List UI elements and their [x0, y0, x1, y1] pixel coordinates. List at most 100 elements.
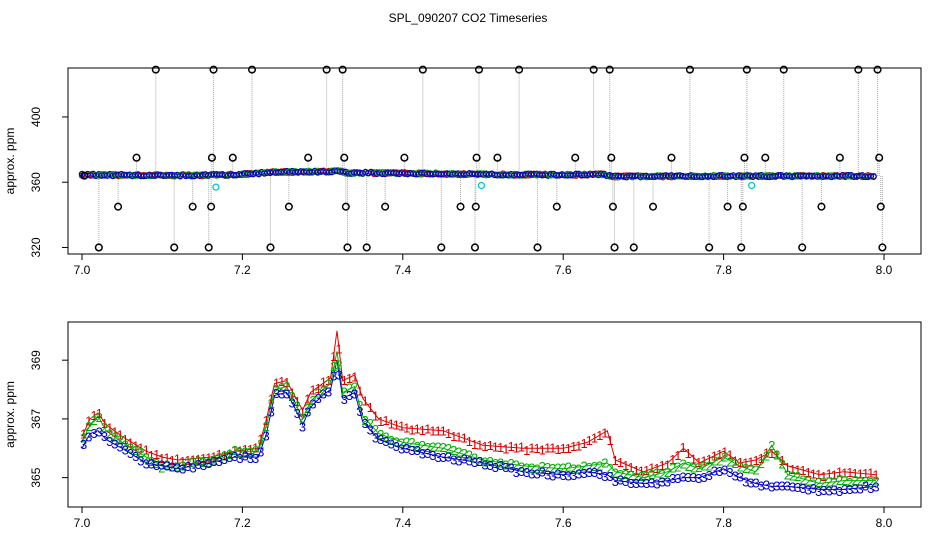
series-2-marker: 2	[419, 438, 426, 453]
series-1-marker: 1	[398, 419, 405, 434]
series-1-marker: 1	[346, 371, 353, 386]
series-1-marker: 1	[737, 455, 744, 470]
series-2-marker: 2	[528, 461, 535, 476]
x-tick-label: 7.6	[555, 263, 572, 277]
series-2-marker: 2	[690, 460, 697, 475]
series-3-marker: 3	[148, 456, 155, 471]
series-2-marker: 2	[288, 389, 295, 404]
series-3-marker: 3	[820, 483, 827, 498]
series-2-marker: 2	[570, 462, 577, 477]
series-1-marker: 1	[706, 452, 713, 467]
outlier-point	[188, 202, 197, 211]
series-2-marker: 2	[434, 440, 441, 455]
series-2-marker: 2	[189, 454, 196, 469]
outlier-point	[723, 202, 732, 211]
series-3-marker: 3	[179, 461, 186, 476]
series-2-marker: 2	[315, 386, 322, 401]
series-1-marker: 1	[116, 428, 123, 443]
series-3-marker: 3	[299, 419, 306, 434]
series-2-marker: 2	[127, 441, 134, 456]
series-3-marker: 3	[700, 470, 707, 485]
series-2-marker: 2	[706, 458, 713, 473]
series-2-marker: 2	[763, 448, 770, 463]
baseline-point	[867, 173, 874, 180]
series-1-marker: 1	[127, 435, 134, 450]
series-2-marker: 2	[695, 460, 702, 475]
series-1-marker: 1	[210, 450, 217, 465]
series-3-marker: 3	[247, 451, 254, 466]
series-2-marker: 2	[200, 455, 207, 470]
series-2-marker: 2	[262, 419, 269, 434]
series-2-marker: 2	[367, 416, 374, 431]
series-1-marker: 1	[382, 413, 389, 428]
series-2-marker: 2	[481, 455, 488, 470]
series-2-marker: 2	[476, 454, 483, 469]
series-2-marker: 2	[382, 430, 389, 445]
series-2-marker: 2	[752, 463, 759, 478]
series-3-marker: 3	[205, 456, 212, 471]
series-1-marker: 1	[690, 452, 697, 467]
y-tick-label: 365	[29, 467, 43, 487]
series-1-marker: 1	[330, 349, 337, 364]
series-2-marker: 2	[768, 438, 775, 453]
series-1-marker: 1	[372, 408, 379, 423]
series-2-marker: 2	[179, 459, 186, 474]
series-3-marker: 3	[309, 396, 316, 411]
series-1-marker: 1	[408, 422, 415, 437]
outlier-point	[304, 153, 313, 162]
series-3-marker: 3	[377, 432, 384, 447]
series-2-marker: 2	[633, 470, 640, 485]
series-3-marker: 3	[96, 424, 103, 439]
series-1-marker: 1	[831, 468, 838, 483]
series-1-marker: 1	[596, 428, 603, 443]
series-2-marker: 2	[424, 440, 431, 455]
series-3-marker: 3	[408, 443, 415, 458]
series-1-marker: 1	[471, 437, 478, 452]
series-2-marker: 2	[742, 461, 749, 476]
series-1-marker: 1	[732, 454, 739, 469]
series-3-marker: 3	[758, 478, 765, 493]
series-3-marker: 3	[627, 476, 634, 491]
series-3-marker: 3	[471, 455, 478, 470]
series-2-marker: 2	[414, 439, 421, 454]
series-1-marker: 1	[507, 439, 514, 454]
series-2-marker: 2	[158, 460, 165, 475]
series-1-marker: 1	[627, 460, 634, 475]
series-1-marker: 1	[622, 458, 629, 473]
series-2-marker: 2	[820, 475, 827, 490]
series-2-marker: 2	[163, 457, 170, 472]
series-3-marker: 3	[153, 458, 160, 473]
series-3-marker: 3	[481, 458, 488, 473]
series-2-marker: 2	[867, 475, 874, 490]
series-3-marker: 3	[737, 470, 744, 485]
series-1-marker: 1	[669, 452, 676, 467]
series-1-marker: 1	[429, 423, 436, 438]
series-1-marker: 1	[169, 453, 176, 468]
series-1-marker: 1	[174, 451, 181, 466]
series-1-marker: 1	[810, 467, 817, 482]
series-2-marker: 2	[226, 447, 233, 462]
series-1-marker: 1	[825, 467, 832, 482]
series-1-marker: 1	[685, 446, 692, 461]
series-1-marker: 1	[466, 434, 473, 449]
series-1-marker: 1	[487, 438, 494, 453]
series-1-marker: 1	[351, 370, 358, 385]
series-2-marker: 2	[393, 435, 400, 450]
series-2-marker: 2	[815, 475, 822, 490]
outlier-point	[472, 153, 481, 162]
series-1-marker: 1	[424, 422, 431, 437]
outlier-point	[471, 202, 480, 211]
series-2-marker: 2	[252, 443, 259, 458]
series-1-line	[81, 330, 877, 476]
series-2-marker: 2	[612, 466, 619, 481]
top-panel-outlier-scatter: 7.0 7.2 7.4 7.6 7.8 8.0 320 360 400 approx. ppm	[3, 65, 922, 277]
x-tick-label: 7.6	[555, 516, 572, 530]
outlier-point	[284, 202, 293, 211]
series-2-marker: 2	[299, 411, 306, 426]
outlier-point	[571, 153, 580, 162]
series-3-marker: 3	[455, 454, 462, 469]
series-1-marker: 1	[570, 439, 577, 454]
series-1-marker: 1	[476, 437, 483, 452]
outlier-point	[533, 243, 542, 252]
series-3-marker: 3	[596, 467, 603, 482]
